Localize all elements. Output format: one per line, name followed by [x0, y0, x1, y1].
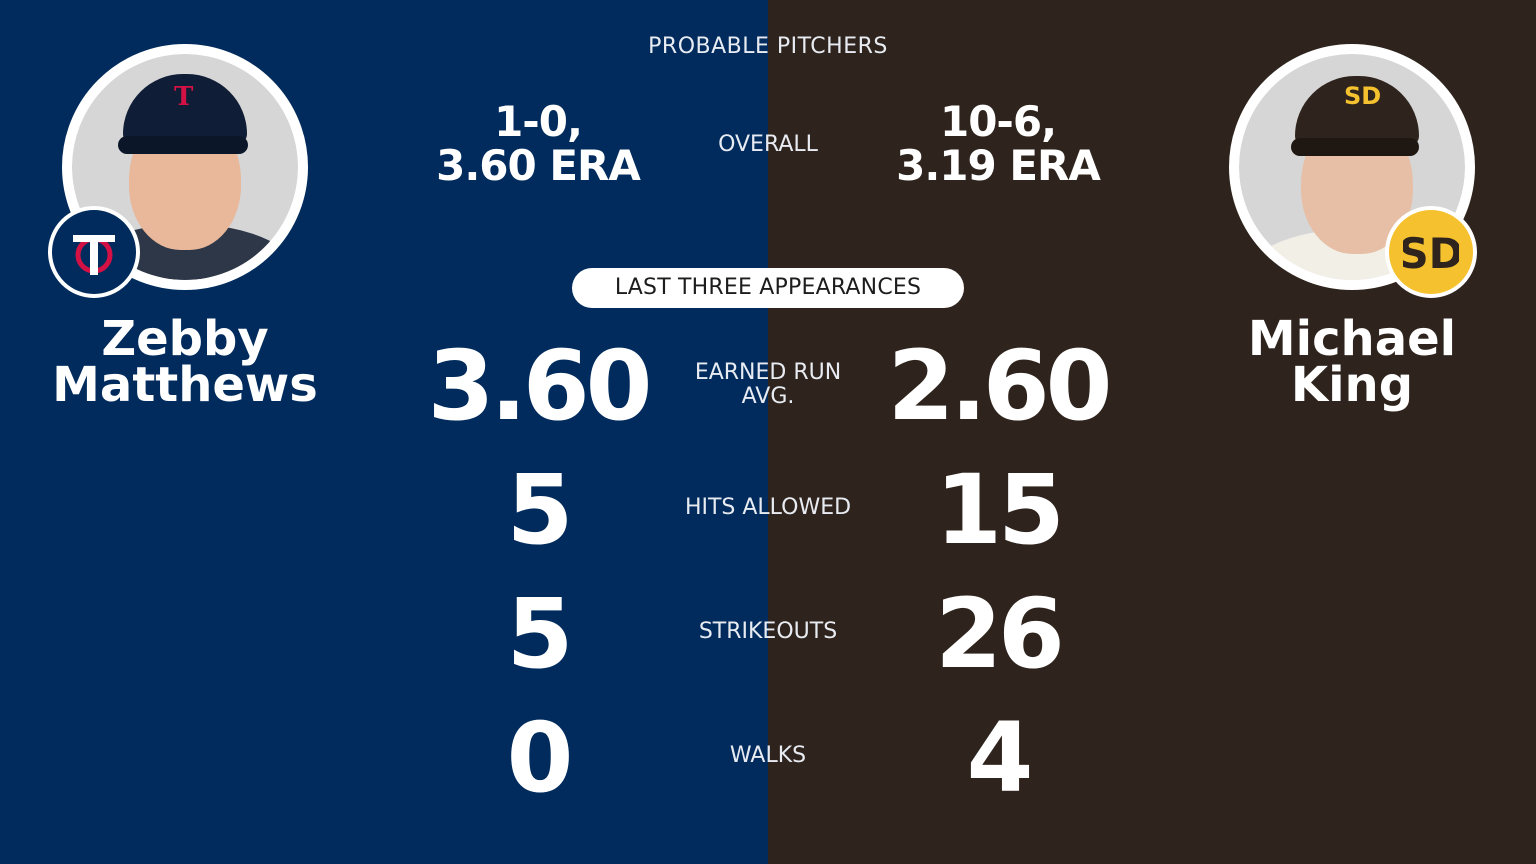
left-strikeouts-value: 5 — [506, 578, 574, 690]
right-overall-record: 10-6, 3.19 ERA — [896, 97, 1101, 190]
header-title: PROBABLE PITCHERS — [648, 34, 888, 59]
right-pitcher-photo: SD — [1229, 44, 1475, 290]
right-strikeouts-value: 26 — [935, 578, 1065, 690]
overall-label: OVERALL — [718, 132, 818, 157]
twins-logo-icon — [48, 206, 140, 298]
section-title-pill: LAST THREE APPEARANCES — [572, 268, 964, 308]
padres-logo-icon: SD — [1385, 206, 1477, 298]
right-era-value: 2.60 — [887, 330, 1113, 442]
walks-label: WALKS — [729, 743, 807, 768]
left-walks-value: 0 — [506, 702, 574, 814]
left-pitcher-name: Zebby Matthews — [20, 311, 350, 413]
left-pitcher-photo: T — [62, 44, 308, 290]
right-hits-value: 15 — [935, 454, 1065, 566]
right-last-name: King — [1290, 357, 1414, 413]
hits-label: HITS ALLOWED — [684, 495, 852, 520]
left-hits-value: 5 — [506, 454, 574, 566]
right-walks-value: 4 — [966, 702, 1034, 814]
right-first-name: Michael — [1247, 311, 1457, 367]
left-last-name: Matthews — [52, 357, 318, 413]
era-label: EARNED RUN AVG. — [694, 360, 842, 409]
strikeouts-label: STRIKEOUTS — [698, 619, 838, 644]
svg-text:SD: SD — [1403, 229, 1459, 278]
right-pitcher-name: Michael King — [1187, 311, 1517, 413]
left-overall-record: 1-0, 3.60 ERA — [436, 97, 641, 190]
left-first-name: Zebby — [101, 311, 269, 367]
left-era-value: 3.60 — [427, 330, 653, 442]
